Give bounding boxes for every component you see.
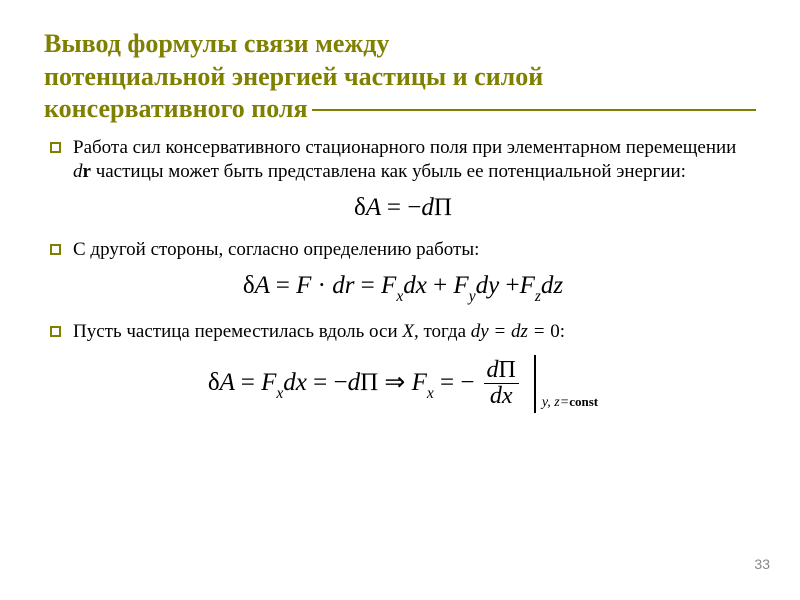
title-line-2: потенциальной энергией частицы и силой	[44, 61, 756, 94]
bullet-icon	[50, 142, 61, 153]
formula-3-condition: y, z=const	[542, 394, 598, 413]
paragraph-1: Работа сил консервативного стационарного…	[73, 136, 756, 185]
formula-1: δA = −dΠ	[50, 194, 756, 222]
paragraph-2: С другой стороны, согласно определению р…	[73, 238, 479, 262]
bullet-icon	[50, 326, 61, 337]
formula-2: δA = F · dr = Fxdx + Fydy +Fzdz	[50, 272, 756, 304]
bullet-icon	[50, 244, 61, 255]
title-line-3: консервативного поля	[44, 93, 756, 126]
formula-3-left: δA = Fxdx = −dΠ ⇒ Fx = −	[208, 367, 475, 401]
formula-3-fraction: dΠ dx	[483, 358, 520, 409]
formula-3: δA = Fxdx = −dΠ ⇒ Fx = − dΠ dx y, z=cons…	[50, 355, 756, 413]
bullet-item-3: Пусть частица переместилась вдоль оси X,…	[50, 320, 756, 344]
formula-3-bar	[534, 355, 536, 413]
title-line-1: Вывод формулы связи между	[44, 28, 756, 61]
title-underline	[312, 109, 756, 111]
bullet-item-2: С другой стороны, согласно определению р…	[50, 238, 756, 262]
page-number: 33	[754, 556, 770, 572]
slide-body: Работа сил консервативного стационарного…	[44, 136, 756, 413]
bullet-item-1: Работа сил консервативного стационарного…	[50, 136, 756, 185]
slide-title: Вывод формулы связи между потенциальной …	[44, 28, 756, 126]
slide: Вывод формулы связи между потенциальной …	[0, 0, 800, 600]
paragraph-3: Пусть частица переместилась вдоль оси X,…	[73, 320, 565, 344]
